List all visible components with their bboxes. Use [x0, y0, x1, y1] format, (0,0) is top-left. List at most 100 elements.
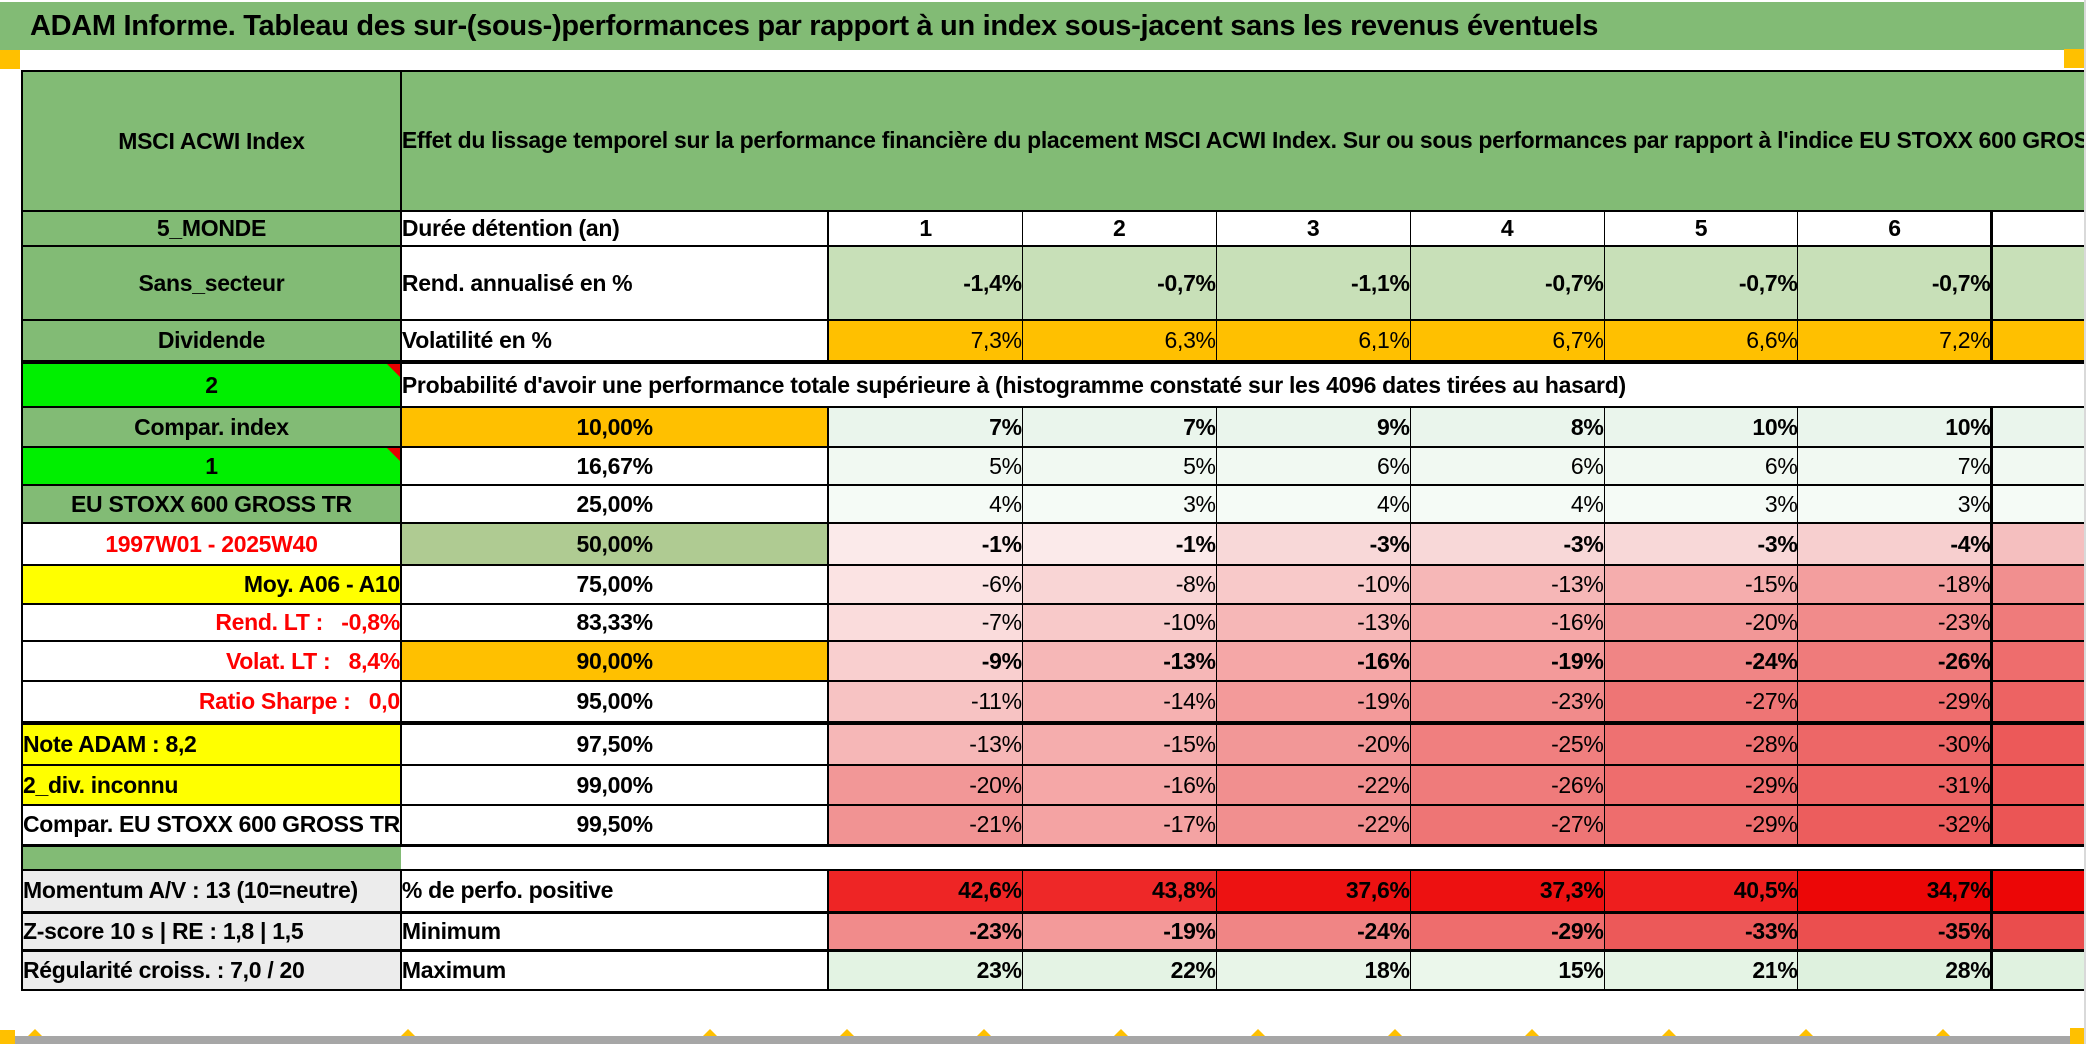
data-cell[interactable]: -3% — [1215, 522, 1411, 566]
data-cell[interactable]: -23% — [827, 911, 1023, 952]
data-cell[interactable]: -26% — [1797, 640, 1993, 682]
data-cell[interactable]: -1,4% — [827, 245, 1023, 321]
metric-label-cell[interactable]: Maximum — [399, 949, 829, 991]
data-cell[interactable]: 3% — [1603, 484, 1799, 524]
data-cell[interactable]: 12% — [1990, 406, 2084, 448]
data-cell[interactable]: 7% — [1990, 446, 2084, 486]
data-cell[interactable]: -31% — [1797, 764, 1993, 806]
data-cell[interactable]: -35% — [1797, 911, 1993, 952]
data-cell[interactable]: 5% — [827, 446, 1023, 486]
data-cell[interactable]: 6,7% — [1409, 319, 1605, 364]
row-label-cell[interactable]: 5_MONDE — [21, 210, 402, 247]
data-cell[interactable]: 6,6% — [1603, 319, 1799, 364]
data-cell[interactable]: 3% — [1797, 484, 1993, 524]
separator-cell[interactable] — [400, 845, 2084, 870]
separator-cell[interactable] — [22, 845, 401, 870]
data-cell[interactable]: 40,5% — [1603, 869, 1799, 914]
data-cell[interactable]: -16% — [1215, 640, 1411, 682]
data-cell[interactable]: -34% — [1990, 764, 2084, 806]
column-header-cell[interactable]: 3 — [1215, 210, 1411, 247]
quantile-label-cell[interactable]: 10,00% — [399, 406, 829, 448]
data-cell[interactable]: -34% — [1990, 804, 2084, 847]
data-cell[interactable]: 4% — [1215, 484, 1411, 524]
data-cell[interactable]: -32% — [1797, 804, 1993, 847]
data-cell[interactable]: 9% — [1215, 406, 1411, 448]
data-cell[interactable]: -19% — [1215, 680, 1411, 725]
data-cell[interactable]: 37,3% — [1409, 869, 1605, 914]
quantile-label-cell[interactable]: 99,50% — [399, 804, 829, 847]
data-cell[interactable]: -17% — [1021, 804, 1217, 847]
row-label-cell[interactable]: Momentum A/V : 13 (10=neutre) — [21, 869, 402, 914]
data-cell[interactable]: -14% — [1021, 680, 1217, 725]
data-cell[interactable]: -33% — [1990, 722, 2084, 766]
data-cell[interactable]: 34,7% — [1797, 869, 1993, 914]
data-cell[interactable]: -19% — [1021, 911, 1217, 952]
data-cell[interactable]: -23% — [1409, 680, 1605, 725]
data-cell[interactable]: -20% — [1215, 722, 1411, 766]
data-cell[interactable]: 7% — [1797, 446, 1993, 486]
data-cell[interactable]: -30% — [1797, 722, 1993, 766]
data-cell[interactable]: 4% — [1409, 484, 1605, 524]
data-cell[interactable]: -1% — [827, 522, 1023, 566]
data-cell[interactable]: 8,1% — [1990, 319, 2084, 364]
column-header-cell[interactable]: 4 — [1409, 210, 1605, 247]
data-cell[interactable]: -3% — [1409, 522, 1605, 566]
row-label-cell[interactable]: EU STOXX 600 GROSS TR — [21, 484, 402, 524]
data-cell[interactable]: -22% — [1215, 764, 1411, 806]
data-cell[interactable]: 5% — [1021, 446, 1217, 486]
data-cell[interactable]: 3% — [1990, 484, 2084, 524]
data-cell[interactable]: 7% — [1021, 406, 1217, 448]
data-cell[interactable]: 28% — [1797, 949, 1993, 991]
row-label-cell[interactable]: 2_div. inconnu — [21, 764, 402, 806]
data-cell[interactable]: 6,3% — [1021, 319, 1217, 364]
row-label-cell[interactable]: Z-score 10 s | RE : 1,8 | 1,5 — [21, 911, 402, 952]
data-cell[interactable]: -25% — [1409, 722, 1605, 766]
metric-label-cell[interactable]: Durée détention (an) — [399, 210, 829, 247]
data-cell[interactable]: -6% — [827, 564, 1023, 605]
data-cell[interactable]: -18% — [1797, 564, 1993, 605]
data-cell[interactable]: 42,6% — [827, 869, 1023, 914]
data-cell[interactable]: -15% — [1603, 564, 1799, 605]
column-header-cell[interactable]: 5 — [1603, 210, 1799, 247]
data-cell[interactable]: -28% — [1603, 722, 1799, 766]
quantile-label-cell[interactable]: 50,00% — [399, 522, 829, 566]
data-cell[interactable]: 7% — [827, 406, 1023, 448]
data-cell[interactable]: -29% — [1990, 640, 2084, 682]
column-header-cell[interactable]: 2 — [1021, 210, 1217, 247]
data-cell[interactable]: -13% — [1021, 640, 1217, 682]
quantile-label-cell[interactable]: 25,00% — [399, 484, 829, 524]
data-cell[interactable]: -0,7% — [1797, 245, 1993, 321]
data-cell[interactable]: -10% — [1215, 564, 1411, 605]
data-cell[interactable]: -13% — [1215, 603, 1411, 642]
data-cell[interactable]: -6% — [1990, 522, 2084, 566]
data-cell[interactable]: -23% — [1797, 603, 1993, 642]
data-cell[interactable]: 18% — [1215, 949, 1411, 991]
data-cell[interactable]: -15% — [1021, 722, 1217, 766]
quantile-label-cell[interactable]: 83,33% — [399, 603, 829, 642]
data-cell[interactable]: -9% — [827, 640, 1023, 682]
data-cell[interactable]: -3% — [1603, 522, 1799, 566]
data-cell[interactable]: -31% — [1990, 680, 2084, 725]
row-label-cell[interactable]: Compar. EU STOXX 600 GROSS TR — [21, 804, 402, 847]
data-cell[interactable]: -29% — [1603, 804, 1799, 847]
data-cell[interactable]: 6% — [1409, 446, 1605, 486]
data-cell[interactable]: 22% — [1021, 949, 1217, 991]
data-cell[interactable]: 7,3% — [827, 319, 1023, 364]
data-cell[interactable]: -19% — [1409, 640, 1605, 682]
column-header-cell[interactable]: 7 — [1990, 210, 2084, 247]
data-cell[interactable]: -10% — [1021, 603, 1217, 642]
data-cell[interactable]: -13% — [827, 722, 1023, 766]
data-cell[interactable]: -24% — [1603, 640, 1799, 682]
row-label-cell[interactable]: Note ADAM : 8,2 — [21, 722, 402, 766]
description-cell[interactable]: Effet du lissage temporel sur la perform… — [399, 70, 2084, 212]
row-label-cell[interactable]: Rend. LT : -0,8% — [21, 603, 402, 642]
data-cell[interactable]: -21% — [827, 804, 1023, 847]
metric-label-cell[interactable]: Rend. annualisé en % — [399, 245, 829, 321]
data-cell[interactable]: -0,7% — [1409, 245, 1605, 321]
data-cell[interactable]: 6% — [1215, 446, 1411, 486]
data-cell[interactable]: -1,1% — [1215, 245, 1411, 321]
data-cell[interactable]: -11% — [827, 680, 1023, 725]
data-cell[interactable]: -29% — [1409, 911, 1605, 952]
data-cell[interactable]: 26% — [1990, 949, 2084, 991]
data-cell[interactable]: 3% — [1021, 484, 1217, 524]
